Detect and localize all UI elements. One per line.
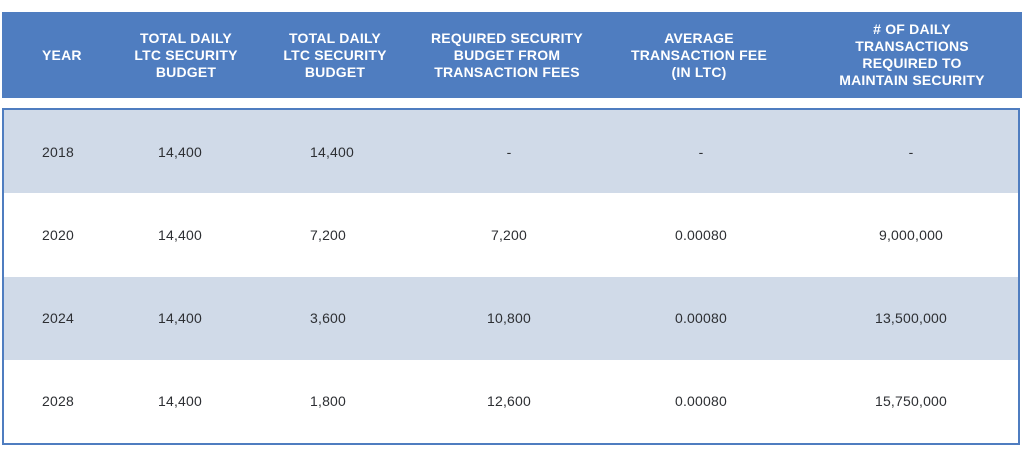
cell-year: 2024 bbox=[42, 310, 74, 327]
cell-average-transaction-fee: 0.00080 bbox=[674, 310, 727, 327]
cell-average-transaction-fee: 0.00080 bbox=[674, 226, 727, 243]
table-body: 2018 14,400 14,400 - - - 2020 14,400 7,2… bbox=[2, 108, 1020, 445]
header-daily-transactions-required: # OF DAILY TRANSACTIONS REQUIRED TO MAIN… bbox=[839, 21, 985, 88]
cell-total-daily-budget-2: 14,400 bbox=[310, 143, 355, 160]
cell-required-security-budget: 12,600 bbox=[486, 393, 532, 410]
cell-required-security-budget: 10,800 bbox=[486, 310, 532, 327]
cell-required-security-budget: - bbox=[506, 143, 512, 160]
cell-total-daily-budget-1: 14,400 bbox=[158, 143, 203, 160]
cell-daily-transactions-required: 13,500,000 bbox=[874, 310, 948, 327]
cell-total-daily-budget-1: 14,400 bbox=[158, 310, 203, 327]
cell-average-transaction-fee: - bbox=[698, 143, 704, 160]
header-required-security-budget: REQUIRED SECURITY BUDGET FROM TRANSACTIO… bbox=[431, 29, 583, 80]
cell-total-daily-budget-2: 1,800 bbox=[310, 393, 347, 410]
cell-daily-transactions-required: 15,750,000 bbox=[874, 393, 948, 410]
cell-daily-transactions-required: 9,000,000 bbox=[878, 226, 944, 243]
cell-average-transaction-fee: 0.00080 bbox=[674, 393, 727, 410]
table-row: 2024 14,400 3,600 10,800 0.00080 13,500,… bbox=[4, 276, 1018, 360]
cell-total-daily-budget-2: 3,600 bbox=[310, 310, 347, 327]
table-row: 2028 14,400 1,800 12,600 0.00080 15,750,… bbox=[4, 360, 1018, 443]
header-total-daily-budget-2: TOTAL DAILY LTC SECURITY BUDGET bbox=[283, 29, 387, 80]
cell-total-daily-budget-2: 7,200 bbox=[310, 226, 347, 243]
table-header: YEAR TOTAL DAILY LTC SECURITY BUDGET TOT… bbox=[2, 12, 1022, 98]
cell-year: 2028 bbox=[42, 393, 74, 410]
cell-required-security-budget: 7,200 bbox=[490, 226, 528, 243]
header-average-transaction-fee: AVERAGE TRANSACTION FEE (IN LTC) bbox=[631, 29, 767, 80]
cell-daily-transactions-required: - bbox=[908, 143, 914, 160]
table-row: 2018 14,400 14,400 - - - bbox=[4, 110, 1018, 194]
cell-year: 2020 bbox=[42, 226, 74, 243]
cell-year: 2018 bbox=[42, 143, 74, 160]
table-row: 2020 14,400 7,200 7,200 0.00080 9,000,00… bbox=[4, 193, 1018, 276]
header-total-daily-budget-1: TOTAL DAILY LTC SECURITY BUDGET bbox=[134, 29, 238, 80]
cell-total-daily-budget-1: 14,400 bbox=[158, 393, 203, 410]
header-year: YEAR bbox=[42, 46, 82, 63]
cell-total-daily-budget-1: 14,400 bbox=[158, 226, 203, 243]
